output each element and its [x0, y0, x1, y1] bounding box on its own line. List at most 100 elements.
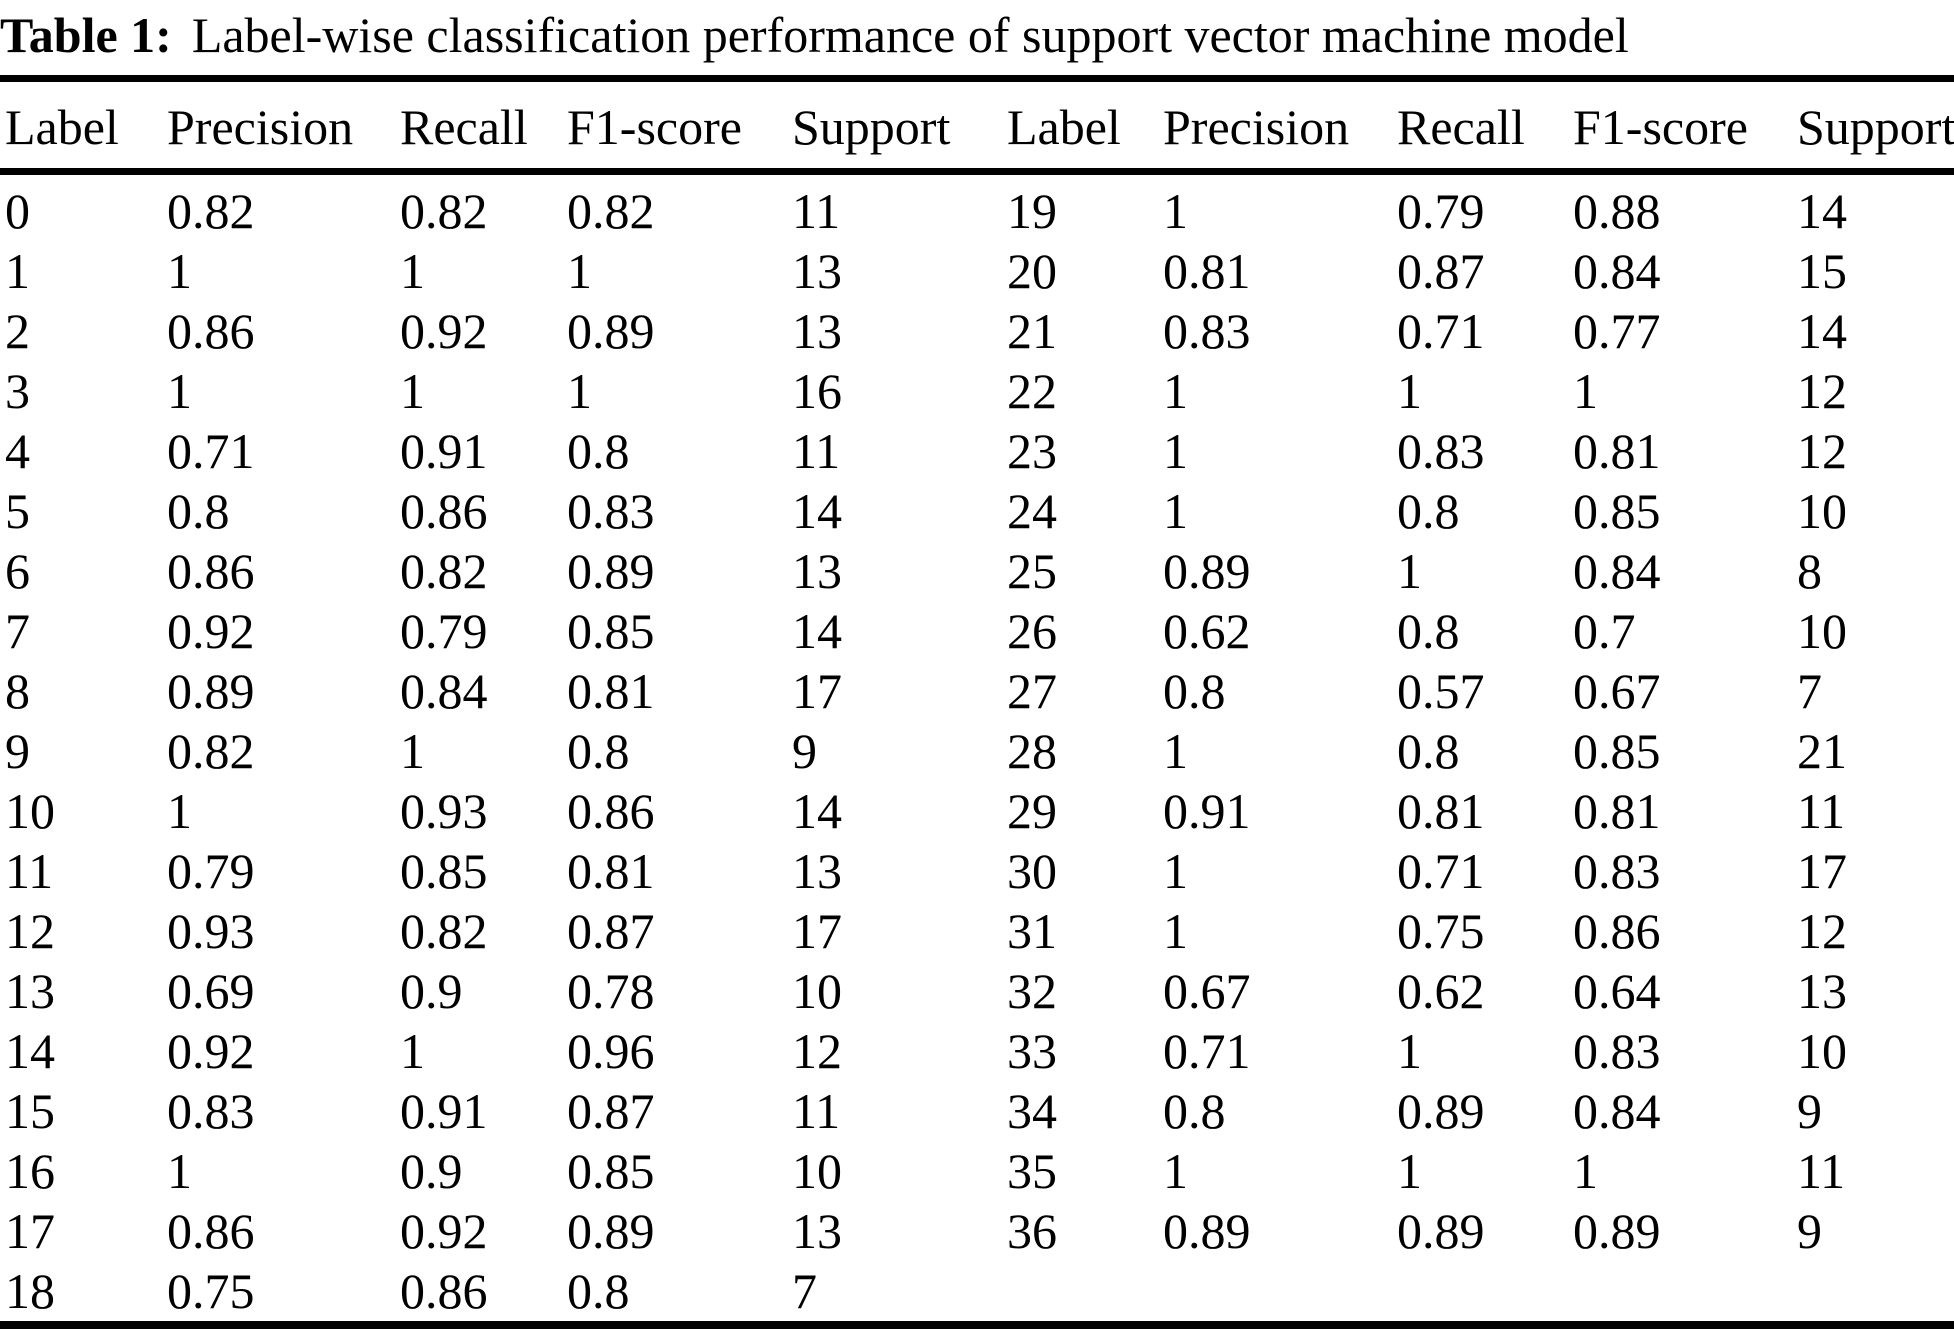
table-row: 10 1 0.93 0.86 14 29 0.91 0.81 0.81 11: [0, 781, 1954, 841]
table-cell: 0.86: [400, 483, 488, 539]
table-cell: 12: [1797, 903, 1847, 959]
table-cell: 12: [1797, 423, 1847, 479]
table-cell: 0.8: [1397, 723, 1460, 779]
table-row: 12 0.93 0.82 0.87 17 31 1 0.75 0.86 12: [0, 901, 1954, 961]
table-cell: 0.81: [1163, 243, 1251, 299]
table-cell: 28: [1007, 723, 1057, 779]
table-cell: 0.89: [567, 543, 655, 599]
table-cell: 0.9: [400, 1143, 463, 1199]
classification-performance-table: Label Precision Recall F1-score Support …: [0, 75, 1954, 1329]
table-cell: 17: [1797, 843, 1847, 899]
table-cell: 0: [5, 183, 30, 239]
table-cell: 0.67: [1573, 663, 1661, 719]
table-cell: 2: [5, 303, 30, 359]
table-cell: 36: [1007, 1203, 1057, 1259]
table-cell: 6: [5, 543, 30, 599]
table-cell: 4: [5, 423, 30, 479]
table-cell: 11: [792, 423, 841, 479]
table-cell: 0.93: [400, 783, 488, 839]
column-header-precision-left: Precision: [162, 78, 395, 175]
table-cell: 1: [400, 243, 425, 299]
table-cell: 0.67: [1163, 963, 1251, 1019]
table-cell: 0.86: [167, 543, 255, 599]
column-header-support-left: Support: [787, 78, 1002, 175]
table-cell: 0.57: [1397, 663, 1485, 719]
table-cell: 26: [1007, 603, 1057, 659]
table-cell: 0.69: [167, 963, 255, 1019]
table-cell: 7: [5, 603, 30, 659]
table-row: 0 0.82 0.82 0.82 11 19 1 0.79 0.88 14: [0, 172, 1954, 242]
table-cell: 19: [1007, 183, 1057, 239]
table-cell: 0.83: [1573, 1023, 1661, 1079]
table-cell: 9: [792, 723, 817, 779]
table-cell: 1: [567, 243, 592, 299]
column-header-label-left: Label: [0, 78, 162, 175]
table-cell: 1: [400, 363, 425, 419]
table-cell: 0.78: [567, 963, 655, 1019]
table-cell: [1158, 1261, 1392, 1325]
table-cell: 7: [792, 1263, 817, 1319]
column-header-f1-left: F1-score: [562, 78, 787, 175]
table-row: 9 0.82 1 0.8 9 28 1 0.8 0.85 21: [0, 721, 1954, 781]
table-cell: 0.87: [567, 1083, 655, 1139]
table-cell: 34: [1007, 1083, 1057, 1139]
table-cell: 30: [1007, 843, 1057, 899]
table-cell: 0.8: [1163, 663, 1226, 719]
table-cell: 0.85: [400, 843, 488, 899]
table-row: 14 0.92 1 0.96 12 33 0.71 1 0.83 10: [0, 1021, 1954, 1081]
table-cell: [1392, 1261, 1568, 1325]
column-header-recall-right: Recall: [1392, 78, 1568, 175]
table-cell: 0.62: [1163, 603, 1251, 659]
table-cell: 0.82: [400, 183, 488, 239]
table-cell: 1: [1573, 363, 1598, 419]
table-cell: 0.8: [567, 723, 630, 779]
table-cell: 12: [1797, 363, 1847, 419]
table-cell: 13: [792, 243, 842, 299]
table-cell: 13: [792, 543, 842, 599]
table-cell: 13: [792, 303, 842, 359]
table-cell: 0.85: [567, 1143, 655, 1199]
table-cell: 0.79: [167, 843, 255, 899]
table-cell: 10: [5, 783, 55, 839]
table-cell: 11: [792, 1083, 841, 1139]
table-cell: 0.75: [167, 1263, 255, 1319]
table-cell: 14: [5, 1023, 55, 1079]
table-cell: 0.81: [1397, 783, 1485, 839]
table-cell: 23: [1007, 423, 1057, 479]
table-cell: 0.82: [567, 183, 655, 239]
table-cell: 0.64: [1573, 963, 1661, 1019]
table-cell: 0.83: [1573, 843, 1661, 899]
table-row: 6 0.86 0.82 0.89 13 25 0.89 1 0.84 8: [0, 541, 1954, 601]
table-cell: 0.87: [567, 903, 655, 959]
table-row: 17 0.86 0.92 0.89 13 36 0.89 0.89 0.89 9: [0, 1201, 1954, 1261]
table-cell: 15: [1797, 243, 1847, 299]
table-row: 4 0.71 0.91 0.8 11 23 1 0.83 0.81 12: [0, 421, 1954, 481]
column-header-f1-right: F1-score: [1568, 78, 1792, 175]
table-cell: 0.83: [1163, 303, 1251, 359]
table-cell: 24: [1007, 483, 1057, 539]
table-cell: 12: [5, 903, 55, 959]
table-cell: 17: [792, 663, 842, 719]
table-cell: 0.71: [1163, 1023, 1251, 1079]
table-cell: 0.89: [567, 303, 655, 359]
table-cell: 0.8: [567, 1263, 630, 1319]
table-cell: 16: [5, 1143, 55, 1199]
table-cell: 0.81: [567, 843, 655, 899]
table-cell: 0.83: [567, 483, 655, 539]
table-cell: 22: [1007, 363, 1057, 419]
header-row: Label Precision Recall F1-score Support …: [0, 78, 1954, 175]
table-cell: 0.85: [1573, 723, 1661, 779]
table-cell: 0.86: [1573, 903, 1661, 959]
table-cell: 31: [1007, 903, 1057, 959]
table-cell: 1: [400, 723, 425, 779]
table-cell: 0.91: [400, 423, 488, 479]
table-cell: 13: [792, 843, 842, 899]
table-cell: 14: [1797, 303, 1847, 359]
table-row: 8 0.89 0.84 0.81 17 27 0.8 0.57 0.67 7: [0, 661, 1954, 721]
table-cell: 25: [1007, 543, 1057, 599]
table-cell: 0.92: [400, 1203, 488, 1259]
table-cell: 32: [1007, 963, 1057, 1019]
table-cell: 5: [5, 483, 30, 539]
table-cell: 1: [1397, 1143, 1422, 1199]
